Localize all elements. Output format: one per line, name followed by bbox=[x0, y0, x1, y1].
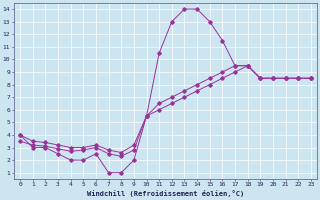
X-axis label: Windchill (Refroidissement éolien,°C): Windchill (Refroidissement éolien,°C) bbox=[87, 190, 244, 197]
